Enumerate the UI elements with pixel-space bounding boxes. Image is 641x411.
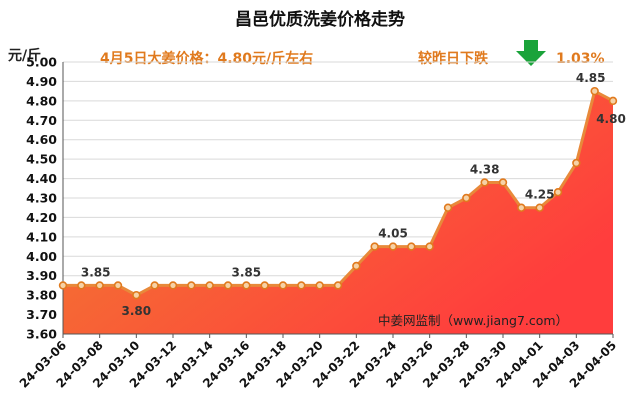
y-tick-label: 4.40 (26, 171, 57, 186)
change-text: 较昨日下跌 (418, 50, 489, 67)
data-label: 4.25 (525, 188, 555, 202)
data-point (242, 281, 251, 290)
data-point (590, 86, 599, 96)
y-tick-label: 4.00 (26, 249, 57, 264)
data-point (407, 242, 416, 251)
headline-price: 4月5日大姜价格：4.80元/斤左右 (100, 50, 313, 67)
data-point (315, 281, 324, 290)
y-tick-label: 5.00 (26, 55, 57, 70)
data-point (517, 203, 526, 212)
data-label: 3.85 (81, 265, 111, 279)
data-point (352, 261, 361, 271)
data-point (535, 203, 544, 212)
data-point (425, 242, 434, 251)
data-point (132, 290, 141, 300)
y-tick-label: 4.30 (26, 191, 57, 206)
data-point (205, 281, 214, 290)
data-point (77, 281, 86, 290)
data-point (278, 281, 288, 290)
data-point (608, 96, 618, 106)
y-tick-label: 3.90 (26, 268, 57, 283)
data-point (168, 281, 178, 290)
data-point (462, 193, 471, 203)
data-point (113, 281, 123, 290)
data-point (187, 281, 196, 290)
data-label: 3.85 (232, 265, 262, 279)
y-tick-label: 3.60 (26, 327, 57, 342)
data-point (260, 281, 269, 290)
data-point (553, 187, 563, 197)
data-label: 3.80 (122, 304, 152, 318)
y-tick-label: 4.80 (26, 93, 57, 108)
data-point (95, 281, 104, 290)
x-ticks: 24-03-0624-03-0824-03-1024-03-1224-03-14… (17, 334, 619, 391)
data-label: 4.85 (576, 71, 606, 85)
data-point (333, 281, 343, 290)
data-label: 4.80 (596, 112, 626, 126)
data-point (498, 178, 508, 187)
data-point (150, 281, 159, 290)
y-tick-label: 3.70 (26, 307, 57, 322)
y-axis-unit: 元/斤 (8, 47, 41, 64)
data-labels: 3.85 3.80 3.85 4.05 4.38 4.25 4.85 4.80 (81, 71, 626, 318)
change-value: 1.03% (556, 51, 605, 67)
data-label: 4.05 (378, 227, 408, 241)
price-area (63, 91, 613, 334)
data-point (572, 158, 581, 168)
data-label: 4.38 (470, 162, 500, 176)
data-point (297, 281, 306, 290)
data-point (223, 281, 233, 290)
y-tick-label: 4.70 (26, 113, 57, 128)
markers (58, 86, 618, 300)
grid (63, 61, 613, 335)
watermark: 中姜网监制（www.jiang7.com） (378, 313, 568, 328)
y-tick-label: 4.50 (26, 152, 57, 167)
y-tick-label: 3.80 (26, 288, 57, 303)
y-tick-label: 4.60 (26, 132, 57, 147)
y-tick-label: 4.90 (26, 74, 57, 89)
y-tick-label: 4.10 (26, 229, 57, 244)
data-point (480, 178, 489, 187)
data-point (443, 203, 453, 212)
data-point (388, 242, 398, 251)
chart-title: 昌邑优质洗姜价格走势 (235, 9, 405, 30)
data-point (58, 281, 68, 290)
y-tick-label: 4.20 (26, 210, 57, 225)
y-ticks: 3.60 3.70 3.80 3.90 4.00 4.10 4.20 4.30 4.40 4.50… (26, 55, 57, 342)
down-arrow-icon (516, 40, 546, 66)
data-point (370, 242, 379, 251)
